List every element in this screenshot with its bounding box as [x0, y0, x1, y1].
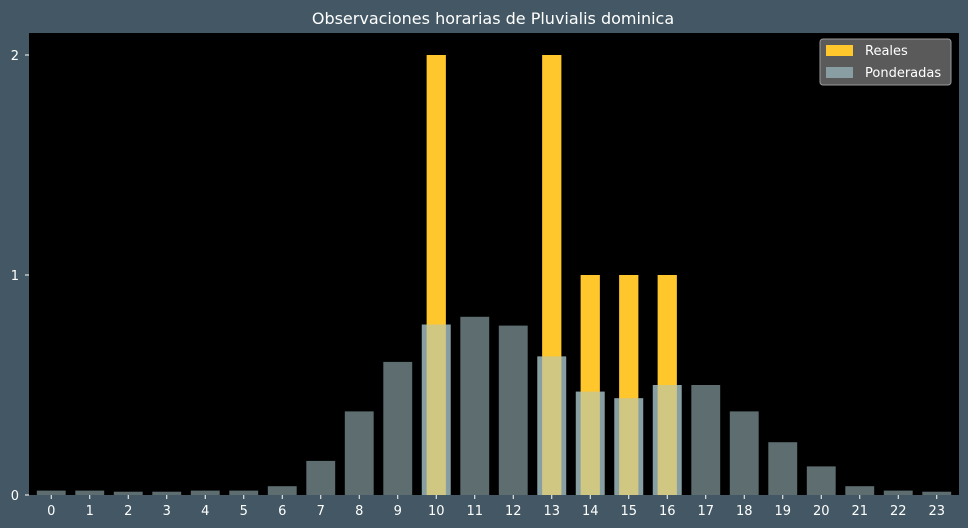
- x-tick-label: 23: [928, 504, 945, 519]
- x-tick-label: 11: [466, 504, 483, 519]
- bar-ponderadas-overlay: [614, 398, 644, 495]
- weighted-bars-overlay: [421, 324, 682, 495]
- x-tick-label: 4: [201, 504, 209, 519]
- bar-ponderadas-overlay: [421, 324, 451, 495]
- x-tick-label: 19: [774, 504, 791, 519]
- x-tick-label: 15: [620, 504, 637, 519]
- bar-ponderadas: [729, 411, 759, 495]
- chart-title: Observaciones horarias de Pluvialis domi…: [312, 9, 674, 28]
- bar-ponderadas: [190, 490, 220, 495]
- bar-ponderadas: [460, 316, 490, 495]
- bar-ponderadas: [113, 491, 143, 495]
- bar-ponderadas: [383, 361, 413, 495]
- x-tick-label: 21: [851, 504, 868, 519]
- x-tick-label: 10: [428, 504, 445, 519]
- bar-ponderadas: [883, 490, 913, 495]
- bar-ponderadas: [36, 490, 66, 495]
- bar-ponderadas: [768, 442, 798, 495]
- bar-ponderadas: [344, 411, 374, 495]
- x-tick-label: 22: [890, 504, 907, 519]
- bar-ponderadas: [498, 325, 528, 495]
- bar-ponderadas: [75, 490, 105, 495]
- x-tick-label: 3: [163, 504, 171, 519]
- x-tick-label: 18: [736, 504, 753, 519]
- bar-ponderadas: [306, 460, 336, 495]
- bar-ponderadas-overlay: [652, 385, 682, 495]
- x-tick-label: 2: [124, 504, 132, 519]
- x-tick-label: 9: [394, 504, 402, 519]
- plot-area: [29, 33, 959, 495]
- x-tick-label: 17: [697, 504, 714, 519]
- bar-ponderadas: [229, 490, 259, 495]
- x-tick-label: 13: [543, 504, 560, 519]
- bar-ponderadas-overlay: [575, 391, 605, 495]
- legend: Reales Ponderadas: [819, 38, 952, 86]
- x-tick-label: 6: [278, 504, 286, 519]
- y-axis: 0 1 2: [11, 49, 29, 504]
- y-tick-label: 0: [11, 489, 19, 504]
- x-tick-label: 8: [355, 504, 363, 519]
- x-axis: 0 1 2 3 4 5 6 7 8 9 10 11 12 13 14 15 16 17 18 19 20 21 22 23: [47, 495, 945, 519]
- bar-ponderadas: [691, 385, 721, 495]
- x-tick-label: 12: [505, 504, 522, 519]
- bar-ponderadas: [845, 486, 875, 495]
- bar-ponderadas: [267, 486, 297, 495]
- x-tick-label: 5: [240, 504, 248, 519]
- bar-ponderadas: [152, 491, 182, 495]
- legend-label-ponderadas: Ponderadas: [865, 66, 941, 81]
- legend-label-reales: Reales: [865, 44, 908, 59]
- bar-ponderadas: [806, 466, 836, 495]
- x-tick-label: 1: [86, 504, 94, 519]
- y-tick-label: 1: [11, 269, 19, 284]
- y-tick-label: 2: [11, 49, 19, 64]
- x-tick-label: 20: [813, 504, 830, 519]
- legend-swatch-ponderadas: [826, 67, 853, 78]
- bar-ponderadas-overlay: [537, 356, 567, 495]
- bar-ponderadas: [922, 491, 952, 495]
- x-tick-label: 0: [47, 504, 55, 519]
- x-tick-label: 14: [582, 504, 599, 519]
- legend-swatch-reales: [826, 45, 853, 56]
- x-tick-label: 16: [659, 504, 676, 519]
- x-tick-label: 7: [317, 504, 325, 519]
